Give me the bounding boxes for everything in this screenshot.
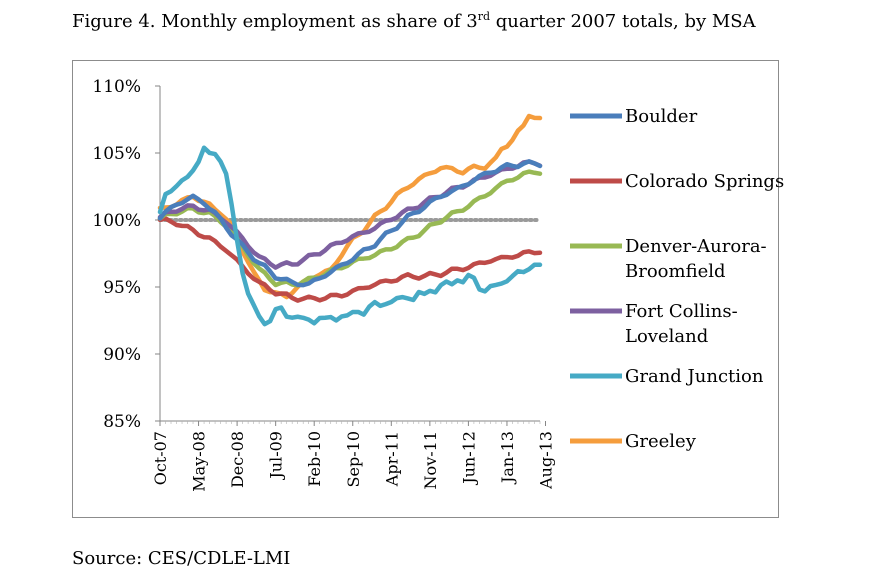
legend-label: Broomfield bbox=[625, 261, 726, 282]
title-superscript: rd bbox=[477, 10, 491, 23]
x-tick-label: Sep-10 bbox=[344, 431, 363, 487]
series-line-grand-junction bbox=[157, 145, 543, 327]
y-tick-label: 110% bbox=[92, 77, 141, 97]
x-tick-label: May-08 bbox=[190, 431, 209, 492]
x-tick-label: Dec-08 bbox=[228, 431, 247, 488]
title-suffix: quarter 2007 totals, by MSA bbox=[490, 11, 756, 32]
legend-label: Denver-Aurora- bbox=[625, 236, 767, 257]
y-tick-label: 105% bbox=[92, 144, 141, 164]
series-line-boulder bbox=[157, 159, 543, 288]
x-tick-label: Feb-10 bbox=[305, 431, 324, 487]
legend-label: Grand Junction bbox=[625, 366, 764, 387]
legend-label: Boulder bbox=[625, 106, 698, 127]
x-tick-label: Apr-11 bbox=[382, 431, 401, 487]
series-line-denver-aurora-broomfield bbox=[157, 169, 543, 288]
x-tick-label: Jun-12 bbox=[459, 431, 478, 486]
y-tick-label: 85% bbox=[103, 412, 141, 432]
legend-label: Fort Collins- bbox=[625, 301, 738, 322]
y-tick-label: 95% bbox=[103, 278, 141, 298]
legend-label: Greeley bbox=[625, 431, 697, 452]
x-tick-label: Jan-13 bbox=[498, 431, 517, 485]
x-tick-label: Jul-09 bbox=[267, 431, 286, 481]
source-note: Source: CES/CDLE-LMI bbox=[72, 548, 291, 569]
chart-title: Figure 4. Monthly employment as share of… bbox=[72, 10, 756, 32]
chart-frame bbox=[72, 60, 779, 518]
title-prefix: Figure 4. Monthly employment as share of… bbox=[72, 11, 478, 32]
series-line-colorado-springs bbox=[157, 216, 543, 303]
y-tick-label: 100% bbox=[92, 211, 141, 231]
x-tick-label: Oct-07 bbox=[151, 431, 170, 485]
x-tick-label: Nov-11 bbox=[421, 431, 440, 489]
legend-label: Colorado Springs bbox=[625, 171, 784, 192]
y-tick-label: 90% bbox=[103, 345, 141, 365]
x-tick-label: Aug-13 bbox=[537, 431, 556, 490]
legend-label: Loveland bbox=[625, 326, 708, 347]
series-line-greeley bbox=[157, 113, 543, 300]
